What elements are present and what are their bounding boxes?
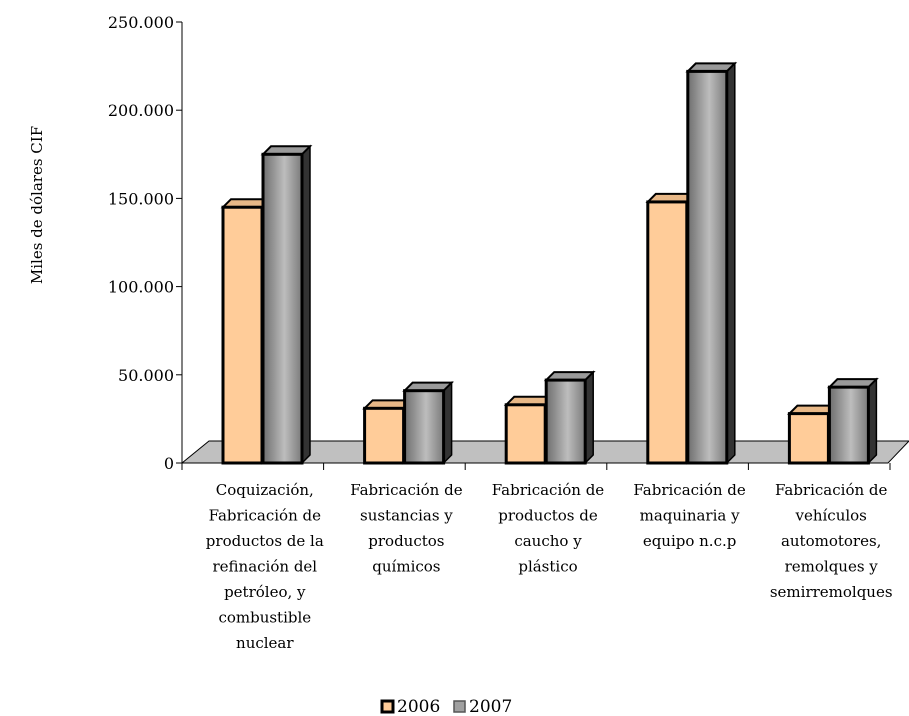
- category-label: Fabricación de vehículos automotores, remol…: [770, 481, 893, 601]
- y-tick-label: 50.000: [118, 366, 174, 385]
- bars: [220, 61, 879, 465]
- category-label: Fabricación de productos de caucho y plásti…: [492, 481, 605, 576]
- y-tick-label: 200.000: [108, 101, 174, 120]
- category-label: Fabricación de sustancias y productos quími…: [350, 481, 463, 576]
- y-axis-title: Miles de dólares CIF: [28, 126, 46, 284]
- y-tick-label: 250.000: [108, 13, 174, 32]
- y-tick-label: 100.000: [108, 278, 174, 297]
- y-axis: 0 50.000 100.000 150.000 200.000 250.000: [108, 13, 891, 473]
- bar-2007: [685, 61, 738, 465]
- bar-2007: [260, 144, 313, 465]
- bar-2007: [543, 370, 596, 465]
- bar-2007: [826, 377, 879, 465]
- bar-2007: [402, 380, 455, 465]
- category-labels: Coquización, Fabricación de productos de l…: [206, 481, 893, 652]
- legend-swatch: [380, 699, 395, 714]
- legend-label: 2007: [469, 697, 512, 716]
- y-tick-label: 0: [164, 454, 174, 473]
- legend-label: 2006: [397, 697, 440, 716]
- legend: 2006 2007: [380, 697, 512, 716]
- category-label: Fabricación de maquinaria y equipo n.c.p: [633, 481, 746, 550]
- legend-swatch: [453, 700, 466, 713]
- y-tick-label: 150.000: [108, 189, 174, 208]
- category-label: Coquización, Fabricación de productos de l…: [206, 481, 324, 652]
